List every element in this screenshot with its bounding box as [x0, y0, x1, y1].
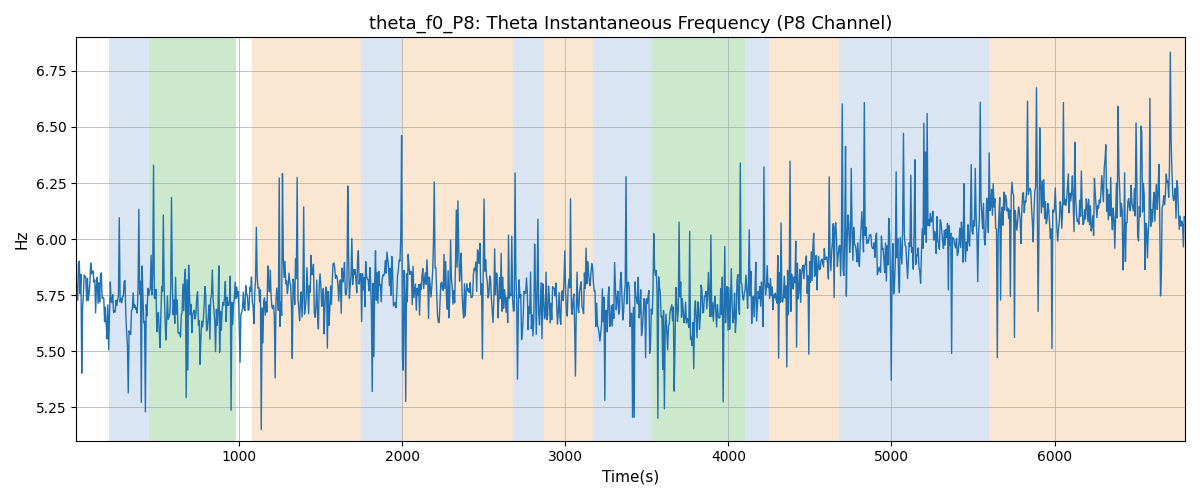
Bar	[593, 38, 652, 440]
Bar	[109, 38, 150, 440]
Bar	[745, 38, 769, 440]
Bar	[839, 38, 989, 440]
Bar	[544, 38, 593, 440]
Bar	[989, 38, 1063, 440]
X-axis label: Time(s): Time(s)	[602, 470, 659, 485]
Bar	[361, 38, 402, 440]
Y-axis label: Hz: Hz	[14, 230, 30, 249]
Bar	[150, 38, 236, 440]
Bar	[769, 38, 839, 440]
Title: theta_f0_P8: Theta Instantaneous Frequency (P8 Channel): theta_f0_P8: Theta Instantaneous Frequen…	[368, 15, 893, 34]
Bar	[652, 38, 745, 440]
Bar	[514, 38, 544, 440]
Bar	[402, 38, 514, 440]
Bar	[1063, 38, 1184, 440]
Bar	[252, 38, 361, 440]
